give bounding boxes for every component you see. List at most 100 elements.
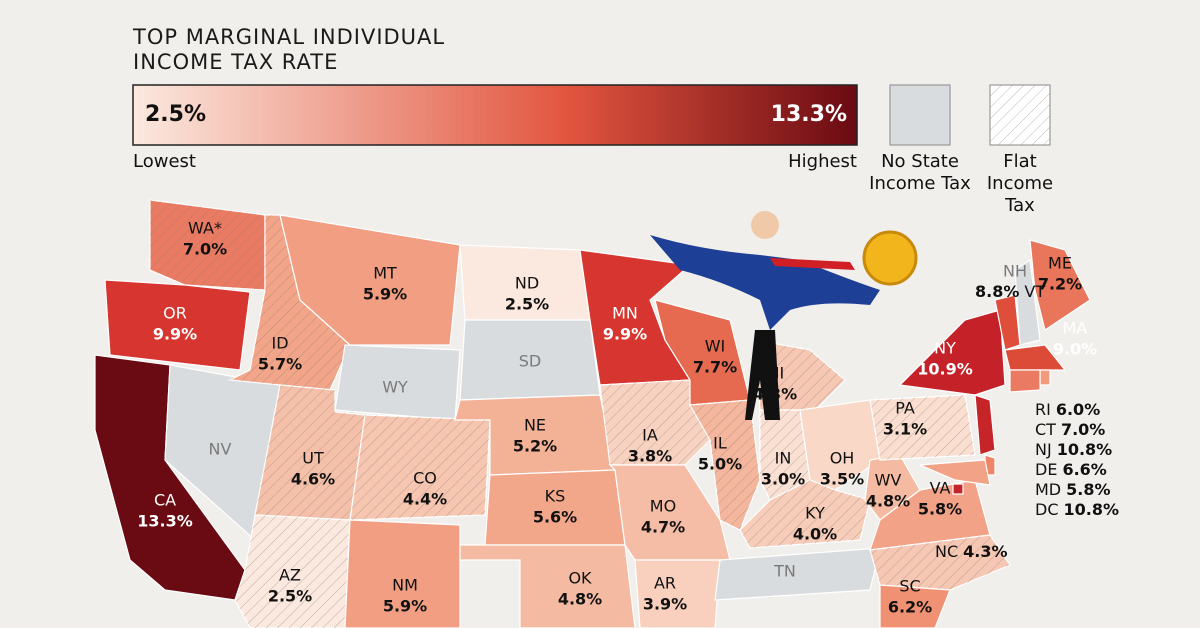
state-abbr: DE — [1035, 460, 1057, 479]
state-rate: 6.2% — [888, 598, 932, 617]
state-shape — [1014, 258, 1041, 346]
state-abbr: AZ — [279, 566, 301, 585]
state-abbr: CO — [413, 469, 437, 488]
state-rate: 5.7% — [258, 355, 302, 374]
state-shape — [279, 214, 461, 346]
flat-tax-label: Income — [987, 173, 1053, 194]
state-abbr: NE — [524, 416, 546, 435]
state-shape — [952, 483, 964, 495]
state-abbr: NH — [1003, 262, 1027, 281]
state-abbr: OR — [163, 304, 187, 323]
state-shape — [869, 479, 991, 551]
state-abbr: MA — [1063, 319, 1088, 338]
state-shape — [714, 547, 881, 601]
state-label: RI 6.0% — [1035, 400, 1100, 419]
state-shape — [1009, 369, 1041, 393]
scale-low-label: Lowest — [133, 151, 196, 172]
state-rate: 3.8% — [628, 447, 672, 466]
scale-low-value: 2.5% — [145, 102, 206, 127]
state-abbr: VA — [930, 479, 951, 498]
state-hatch — [690, 400, 760, 530]
state-rate: 5.8% — [1066, 480, 1110, 499]
state-abbr: OK — [568, 569, 592, 588]
no-tax-label: Income Tax — [869, 173, 971, 194]
state-abbr: ID — [271, 334, 288, 353]
state-abbr: RI — [1035, 400, 1051, 419]
state-abbr: OH — [830, 449, 855, 468]
state-abbr: NJ — [1035, 440, 1052, 459]
state-rate: 7.0% — [183, 240, 227, 259]
scale-high-label: Highest — [788, 151, 857, 172]
states — [94, 199, 1091, 628]
state-rate: 5.6% — [533, 508, 577, 527]
state-abbr: PA — [895, 399, 915, 418]
state-shape — [879, 584, 951, 628]
state-rate: 4.4% — [403, 490, 447, 509]
state-rate: 5.0% — [698, 455, 742, 474]
state-rate: 6.0% — [1056, 400, 1100, 419]
state-abbr: CA — [154, 491, 176, 510]
state-abbr: NY — [934, 339, 956, 358]
state-rate: 4.3% — [963, 542, 1007, 561]
state-abbr: AR — [654, 574, 676, 593]
state-hatch — [350, 415, 490, 520]
state-rate: 9.9% — [153, 325, 197, 344]
state-abbr: MO — [650, 497, 676, 516]
state-abbr: NM — [392, 576, 418, 595]
state-abbr: UT — [302, 449, 324, 468]
state-abbr: KS — [545, 487, 566, 506]
state-rate: 8.8% — [975, 282, 1019, 301]
no-tax-swatch — [889, 84, 951, 146]
state-label: NC 4.3% — [935, 542, 1008, 561]
state-rate: 3.5% — [820, 470, 864, 489]
state-abbr: CT — [1035, 420, 1056, 439]
state-rate: 3.0% — [761, 470, 805, 489]
state-shape — [919, 459, 991, 486]
state-rate: 4.7% — [641, 518, 685, 537]
state-hatch — [230, 215, 350, 390]
state-label: MD 5.8% — [1035, 480, 1111, 499]
state-rate: 7.2% — [1038, 275, 1082, 294]
state-shape — [799, 399, 881, 491]
state-shape — [104, 279, 251, 371]
state-hatch — [740, 480, 870, 548]
state-hatch — [255, 385, 365, 520]
state-hatch — [235, 515, 350, 628]
state-shape — [634, 559, 721, 628]
illustration — [650, 211, 918, 420]
state-abbr: IL — [713, 434, 727, 453]
state-abbr: WA* — [188, 219, 222, 238]
color-scale — [132, 84, 858, 146]
state-rate: 3.9% — [643, 595, 687, 614]
state-rate: 10.9% — [917, 360, 973, 379]
state-abbr: VT — [1024, 282, 1045, 301]
state-rate: 13.3% — [137, 512, 193, 531]
state-hatch — [760, 410, 810, 500]
flat-tax-hatch — [990, 85, 1050, 145]
state-shape — [1039, 369, 1051, 386]
state-hatch — [870, 395, 975, 460]
state-abbr: IN — [775, 449, 792, 468]
title-line: INCOME TAX RATE — [133, 50, 338, 74]
state-abbr: KY — [805, 504, 825, 523]
state-shape — [974, 394, 996, 456]
state-rate: 5.8% — [918, 500, 962, 519]
state-abbr: TN — [773, 562, 796, 581]
state-rate: 9.9% — [603, 325, 647, 344]
state-abbr: MT — [373, 264, 397, 283]
state-abbr: NC — [935, 542, 958, 561]
state-rate: 2.5% — [505, 295, 549, 314]
flat-tax-label: Flat — [1003, 151, 1036, 172]
state-rate: 10.8% — [1064, 500, 1120, 519]
state-abbr: SC — [899, 577, 920, 596]
state-labels: WA* 7.0% OR 9.9% CA 13.3% NV ID 5.7% MT 5.9% WY UT 4.… — [137, 219, 1119, 617]
state-rate: 5.9% — [363, 285, 407, 304]
state-abbr: MN — [612, 304, 638, 323]
state-abbr: IA — [642, 426, 658, 445]
state-label: DE 6.6% — [1035, 460, 1107, 479]
state-rate: 2.5% — [268, 587, 312, 606]
state-shape — [898, 309, 1006, 396]
state-rate: 10.8% — [1057, 440, 1113, 459]
state-abbr: WI — [705, 337, 726, 356]
scale-high-value: 13.3% — [771, 102, 847, 127]
